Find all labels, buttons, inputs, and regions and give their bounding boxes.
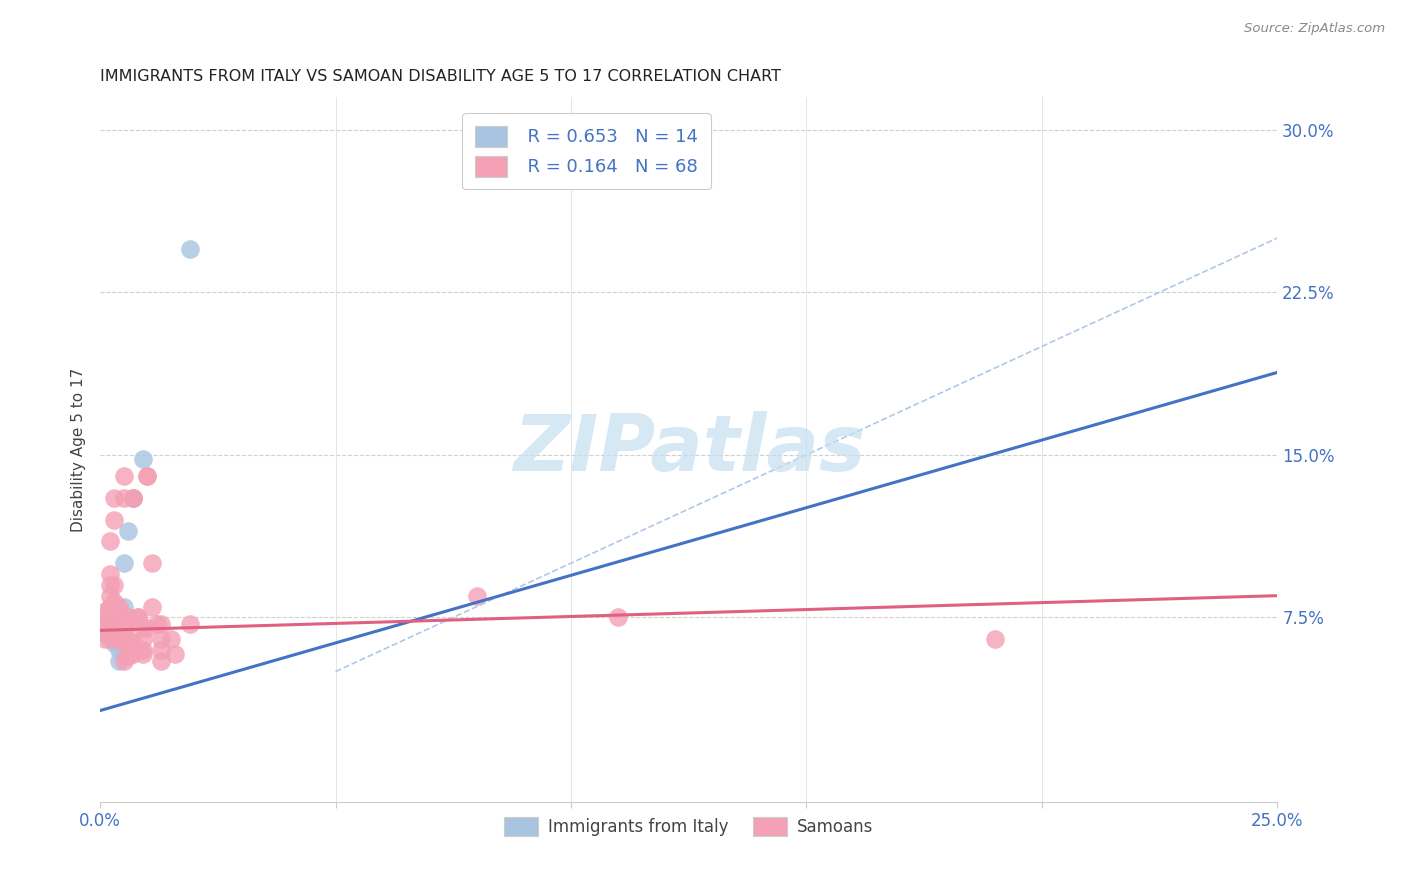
Point <box>150 616 173 631</box>
Point <box>112 491 135 505</box>
Point <box>179 616 201 631</box>
Point <box>94 625 117 640</box>
Point <box>94 632 117 646</box>
Point <box>98 616 121 631</box>
Point <box>98 578 121 592</box>
Point <box>117 524 139 538</box>
Point <box>98 632 121 646</box>
Point <box>94 625 117 640</box>
Point <box>122 639 145 653</box>
Point <box>127 610 149 624</box>
Point <box>103 610 125 624</box>
Point <box>94 619 117 633</box>
Point <box>117 616 139 631</box>
Point <box>98 589 121 603</box>
Point <box>108 643 131 657</box>
Point <box>112 625 135 640</box>
Point <box>131 452 153 467</box>
Point <box>141 556 163 570</box>
Point <box>98 616 121 631</box>
Point <box>122 636 145 650</box>
Point <box>136 469 159 483</box>
Text: IMMIGRANTS FROM ITALY VS SAMOAN DISABILITY AGE 5 TO 17 CORRELATION CHART: IMMIGRANTS FROM ITALY VS SAMOAN DISABILI… <box>100 69 782 84</box>
Y-axis label: Disability Age 5 to 17: Disability Age 5 to 17 <box>72 368 86 532</box>
Point <box>112 556 135 570</box>
Point <box>103 615 125 629</box>
Point <box>108 625 131 640</box>
Point <box>108 616 131 631</box>
Point <box>165 647 187 661</box>
Point <box>112 654 135 668</box>
Point <box>103 578 125 592</box>
Point <box>131 621 153 635</box>
Point <box>108 654 131 668</box>
Point <box>127 610 149 624</box>
Point <box>108 604 131 618</box>
Point <box>117 643 139 657</box>
Point <box>103 636 125 650</box>
Point <box>94 610 117 624</box>
Point <box>150 654 173 668</box>
Point <box>145 616 167 631</box>
Point <box>117 649 139 664</box>
Point <box>108 599 131 614</box>
Point <box>122 491 145 505</box>
Text: Source: ZipAtlas.com: Source: ZipAtlas.com <box>1244 22 1385 36</box>
Point <box>103 595 125 609</box>
Point <box>98 534 121 549</box>
Point <box>122 647 145 661</box>
Point <box>108 610 131 624</box>
Point <box>112 469 135 483</box>
Point <box>94 615 117 629</box>
Point <box>117 610 139 624</box>
Point <box>103 621 125 635</box>
Point <box>98 625 121 640</box>
Point <box>103 513 125 527</box>
Point <box>136 621 159 635</box>
Point <box>112 615 135 629</box>
Point <box>131 632 153 646</box>
Point <box>141 599 163 614</box>
Point <box>112 621 135 635</box>
Text: ZIPatlas: ZIPatlas <box>513 411 865 487</box>
Point <box>131 643 153 657</box>
Point <box>122 491 145 505</box>
Point <box>150 643 173 657</box>
Point <box>117 632 139 646</box>
Point <box>984 632 1007 646</box>
Point <box>94 621 117 635</box>
Point <box>150 632 173 646</box>
Point <box>179 242 201 256</box>
Point <box>103 491 125 505</box>
Point <box>122 491 145 505</box>
Point <box>112 636 135 650</box>
Point <box>131 647 153 661</box>
Point <box>108 632 131 646</box>
Legend: Immigrants from Italy, Samoans: Immigrants from Italy, Samoans <box>498 810 880 843</box>
Point <box>94 604 117 618</box>
Point <box>98 599 121 614</box>
Point <box>103 625 125 640</box>
Point <box>108 610 131 624</box>
Point <box>607 610 630 624</box>
Point <box>136 469 159 483</box>
Point <box>159 632 181 646</box>
Point <box>465 589 488 603</box>
Point <box>112 599 135 614</box>
Point <box>103 632 125 646</box>
Point <box>103 624 125 638</box>
Point <box>98 567 121 582</box>
